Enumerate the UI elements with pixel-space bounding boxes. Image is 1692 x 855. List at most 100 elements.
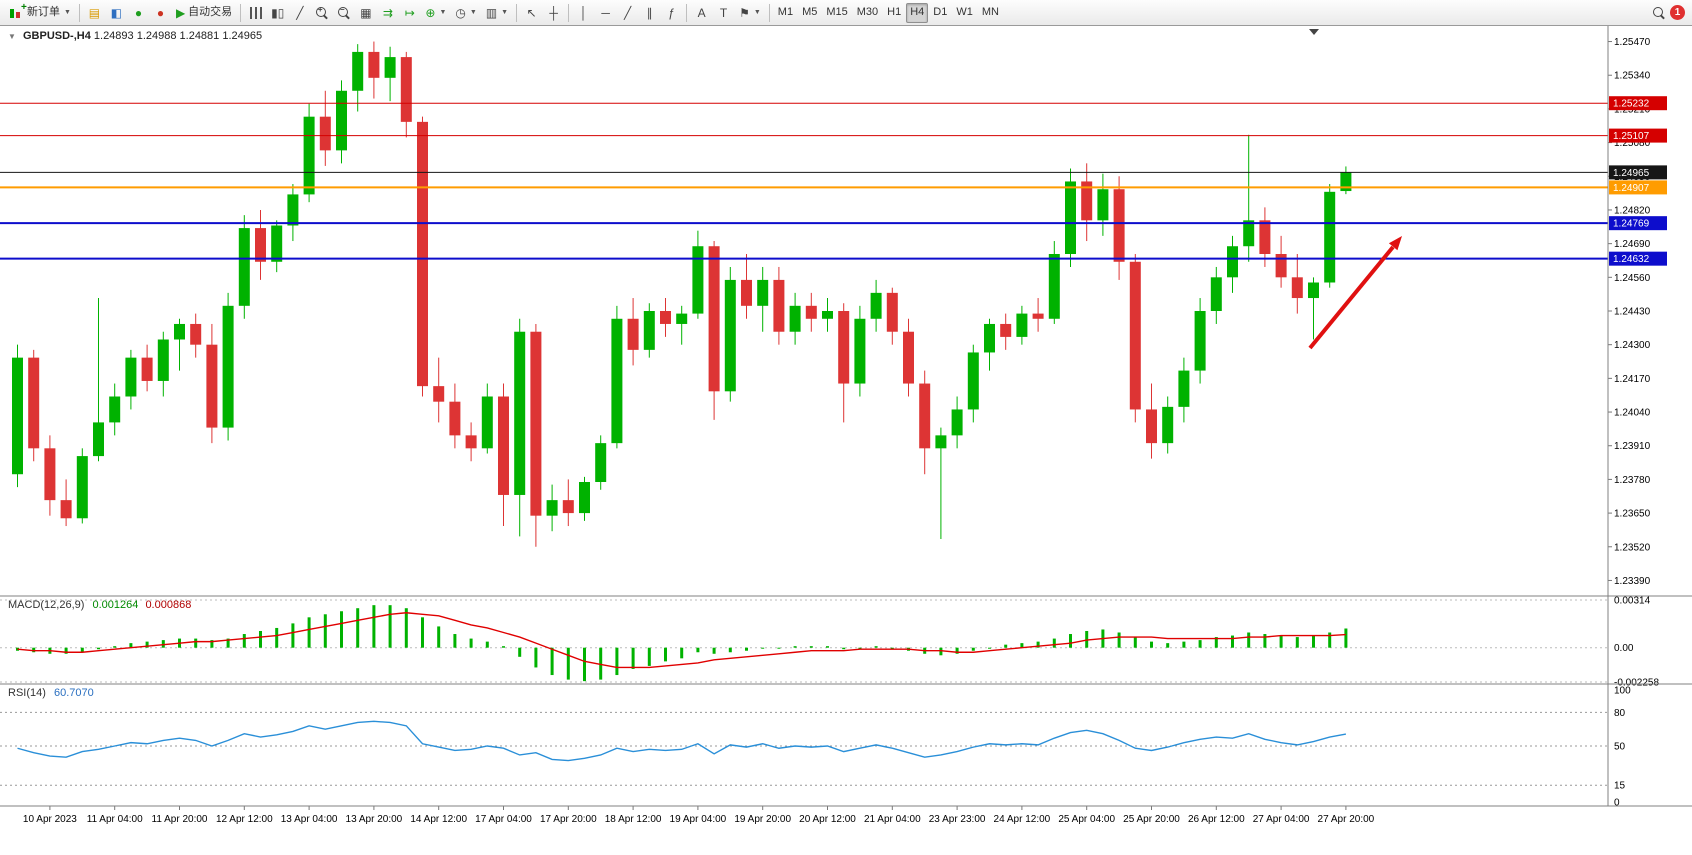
svg-text:-0.002258: -0.002258 [1614,678,1659,689]
zoom-out-button[interactable]: − [333,3,354,23]
zoom-out-icon: − [338,6,349,18]
horizontal-line-button[interactable]: ─ [595,3,616,23]
svg-text:1.24430: 1.24430 [1614,307,1651,318]
trendline-icon: ╱ [623,5,632,20]
toolbar: + 新订单 ▼ ▤ ◧ ● ● ▶ 自动交易 ▮▯ ╱ + − ▦ ⇉ ↦ ⊕ ▼… [0,0,1692,26]
rsi-panel[interactable]: 100 80 50 15 0 [0,686,1631,809]
toolbar-separator [78,3,80,22]
svg-text:17 Apr 20:00: 17 Apr 20:00 [540,814,597,825]
svg-text:1.24769: 1.24769 [1613,219,1650,230]
autotrading-button[interactable]: ▶ 自动交易 [172,3,236,23]
fibonacci-button[interactable]: ƒ [661,3,682,23]
periods-button[interactable]: ◷ ▼ [451,3,480,23]
market-watch-icon: ◧ [110,5,123,20]
candlestick-chart-button[interactable]: ▮▯ [267,3,288,23]
crosshair-button[interactable]: ┼ [543,3,564,23]
rsi-line [17,720,1347,762]
tile-windows-icon: ▦ [360,5,372,20]
toolbar-separator [568,3,570,22]
svg-text:12 Apr 12:00: 12 Apr 12:00 [216,814,273,825]
search-icon [1653,7,1664,18]
chevron-down-icon: ▼ [501,9,509,16]
trend-arrow[interactable] [1308,236,1402,350]
arrows-button[interactable]: ⚑ ▼ [735,3,765,23]
price-badge-1.25107: 1.25107 [1609,128,1667,143]
timeframe-d1-button[interactable]: D1 [933,6,948,18]
svg-text:1.24170: 1.24170 [1614,374,1651,385]
timeframe-group: M1 M5 M15 M30 H1 H4 D1 W1 MN [774,2,1003,23]
macd-panel[interactable]: 0.00314 0.00 -0.002258 [0,596,1659,689]
svg-text:17 Apr 04:00: 17 Apr 04:00 [475,814,532,825]
zoom-in-button[interactable]: + [311,3,332,23]
market-button[interactable]: ● [150,3,171,23]
auto-scroll-button[interactable]: ⇉ [377,3,398,23]
svg-text:100: 100 [1614,686,1631,697]
svg-text:1.25470: 1.25470 [1614,37,1651,48]
cursor-icon: ↖ [526,5,537,20]
svg-text:0.00: 0.00 [1614,643,1634,654]
chart-title-bar: ▼ GBPUSD-,H4 1.24893 1.24988 1.24881 1.2… [8,30,262,42]
svg-text:1.24560: 1.24560 [1614,273,1651,284]
new-order-button[interactable]: + 新订单 ▼ [5,3,75,23]
text-button[interactable]: A [691,3,712,23]
svg-text:20 Apr 12:00: 20 Apr 12:00 [799,814,856,825]
svg-text:1.23650: 1.23650 [1614,509,1651,520]
timeframe-m30-button[interactable]: M30 [856,6,879,18]
rsi-value: 60.7070 [53,687,94,699]
charts-window-button[interactable]: ▤ [84,3,105,23]
market-watch-button[interactable]: ◧ [106,3,127,23]
toolbar-separator [240,3,242,22]
text-label-button[interactable]: T [713,3,734,23]
line-chart-icon: ╱ [296,5,304,20]
svg-text:1.25107: 1.25107 [1613,131,1650,142]
svg-text:1.24690: 1.24690 [1614,239,1651,250]
channel-button[interactable]: ∥ [639,3,660,23]
vertical-line-button[interactable]: │ [573,3,594,23]
svg-text:11 Apr 04:00: 11 Apr 04:00 [87,814,143,825]
chart-shift-icon: ↦ [404,5,415,20]
svg-text:27 Apr 04:00: 27 Apr 04:00 [1253,814,1310,825]
bar-chart-button[interactable] [245,3,266,23]
notification-badge[interactable]: 1 [1670,5,1685,20]
vertical-line-icon: │ [579,5,588,20]
svg-text:1.23520: 1.23520 [1614,542,1651,553]
line-chart-button[interactable]: ╱ [289,3,310,23]
search-button[interactable] [1648,3,1669,23]
timeframe-m15-button[interactable]: M15 [826,6,848,18]
svg-text:1.24632: 1.24632 [1613,254,1650,265]
timeframe-h4-button[interactable]: H4 [906,2,929,23]
timeframe-m1-button[interactable]: M1 [777,6,794,18]
new-order-icon: + [9,3,27,19]
one-click-trading-toggle-icon[interactable]: ▼ [8,32,16,41]
macd-main-value: 0.001264 [92,599,139,611]
svg-text:25 Apr 20:00: 25 Apr 20:00 [1123,814,1180,825]
price-axis[interactable]: 1.254701.253401.252101.250801.249501.248… [1608,37,1651,587]
text-label-icon: T [719,5,728,20]
indicators-button[interactable]: ⊕ ▼ [421,3,450,23]
timeframe-h1-button[interactable]: H1 [887,6,902,18]
chart-shift-button[interactable]: ↦ [399,3,420,23]
svg-text:0.00314: 0.00314 [1614,596,1651,607]
trendline-button[interactable]: ╱ [617,3,638,23]
cursor-button[interactable]: ↖ [521,3,542,23]
svg-text:1.24300: 1.24300 [1614,340,1651,351]
timeframe-mn-button[interactable]: MN [981,6,999,18]
templates-button[interactable]: ▥ ▼ [482,3,512,23]
macd-label: MACD(12,26,9) [8,599,85,611]
play-icon: ▶ [175,5,186,20]
autotrading-label: 自动交易 [188,6,233,18]
rsi-label-bar: RSI(14) 60.7070 [8,687,94,699]
timeframe-m5-button[interactable]: M5 [802,6,818,18]
timeframe-w1-button[interactable]: W1 [956,6,973,18]
time-axis[interactable]: 10 Apr 2023 11 Apr 04:00 11 Apr 20:00 12 Ap… [23,806,1375,825]
chevron-down-icon: ▼ [64,9,71,16]
bar-chart-icon [249,6,262,19]
chart-shift-marker[interactable] [1309,29,1319,35]
community-button[interactable]: ● [128,3,149,23]
chevron-down-icon: ▼ [439,9,447,16]
tile-windows-button[interactable]: ▦ [355,3,376,23]
svg-text:1.23780: 1.23780 [1614,475,1651,486]
text-icon: A [697,5,706,20]
